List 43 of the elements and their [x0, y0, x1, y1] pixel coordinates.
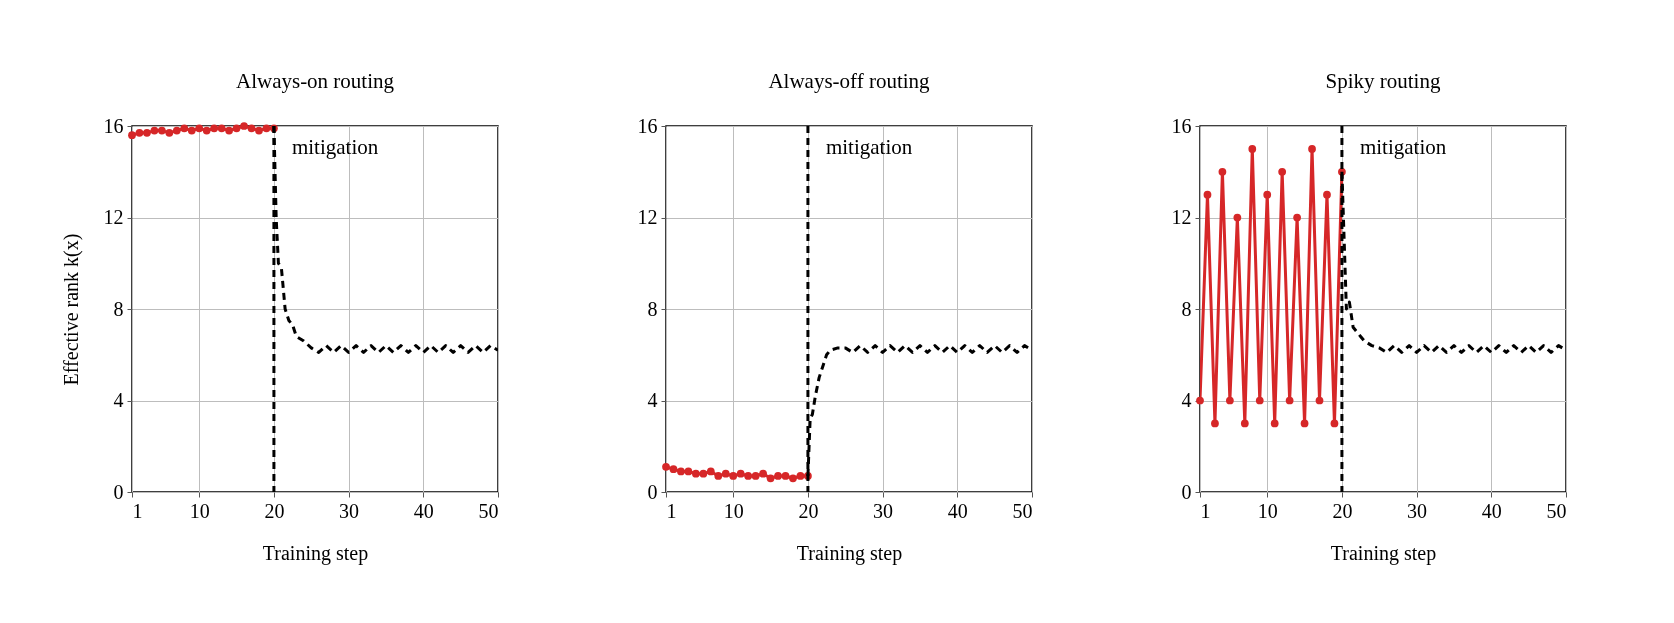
x-tick-label: 40: [413, 499, 434, 522]
y-tick-label: 4: [647, 389, 658, 411]
chart-title: Always-off routing: [768, 69, 931, 93]
y-tick-label: 12: [637, 206, 658, 228]
x-axis-title: Training step: [262, 541, 369, 565]
ref-line-label: mitigation: [825, 135, 913, 159]
x-tick-label: 30: [1407, 499, 1428, 522]
x-tick-label: 30: [339, 499, 360, 522]
y-tick-label: 16: [103, 114, 124, 137]
ref-line-label: mitigation: [291, 135, 379, 159]
x-tick-label: 10: [1257, 499, 1278, 522]
x-tick-label: 50: [1546, 499, 1567, 522]
x-tick-label: 10: [189, 499, 210, 522]
y-tick-label: 16: [1171, 114, 1192, 137]
y-tick-label: 4: [113, 389, 124, 411]
x-tick-label: 40: [947, 499, 968, 522]
y-tick-label: 8: [1181, 297, 1192, 320]
y-tick-label: 8: [113, 297, 124, 320]
chart-title: Spiky routing: [1325, 69, 1441, 93]
y-tick-label: 16: [637, 114, 658, 137]
x-tick-label: 40: [1481, 499, 1502, 522]
x-tick-label: 50: [1012, 499, 1033, 522]
x-tick-label: 20: [798, 499, 819, 522]
y-axis-title: Effective rank k(x): [59, 233, 83, 386]
y-tick-label: 4: [1181, 389, 1192, 411]
chart-title: Always-on routing: [235, 69, 395, 93]
x-tick-label: 20: [1332, 499, 1353, 522]
y-tick-label: 12: [103, 206, 124, 228]
x-axis-title: Training step: [1330, 541, 1437, 565]
x-tick-label: 10: [723, 499, 744, 522]
x-tick-label: 50: [478, 499, 499, 522]
y-tick-label: 8: [647, 297, 658, 320]
x-tick-label: 1: [666, 499, 677, 522]
x-tick-label: 30: [873, 499, 894, 522]
x-axis-title: Training step: [796, 541, 903, 565]
x-tick-label: 1: [132, 499, 143, 522]
y-tick-label: 0: [1181, 480, 1192, 503]
x-tick-label: 1: [1200, 499, 1211, 522]
x-tick-label: 20: [264, 499, 285, 522]
ref-line-label: mitigation: [1359, 135, 1447, 159]
y-tick-label: 12: [1171, 206, 1192, 228]
y-tick-label: 0: [647, 480, 658, 503]
y-tick-label: 0: [113, 480, 124, 503]
